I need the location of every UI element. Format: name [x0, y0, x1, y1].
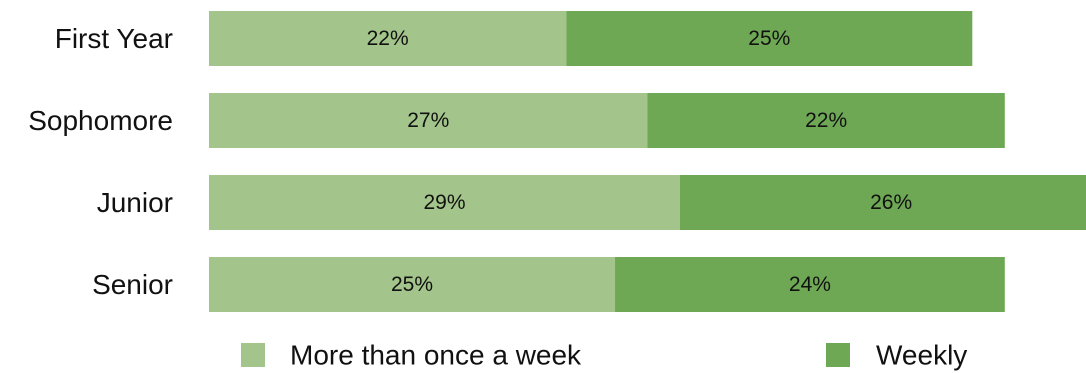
legend-swatch-more-than-once-a-week — [241, 343, 265, 367]
bar-junior-weekly — [679, 175, 1086, 230]
bar-senior-more-than-once-a-week — [209, 257, 616, 312]
data-label-sophomore-weekly: 22% — [805, 109, 847, 132]
category-label-senior: Senior — [92, 269, 173, 300]
data-label-junior-weekly: 26% — [870, 191, 912, 214]
legend-label-weekly: Weekly — [876, 340, 967, 371]
data-label-senior-more-than-once-a-week: 25% — [391, 273, 433, 296]
category-label-junior: Junior — [97, 187, 173, 218]
data-label-sophomore-more-than-once-a-week: 27% — [407, 109, 449, 132]
bar-first-year-weekly — [566, 11, 973, 66]
labels-layer: First Year 22% 25% Sophomore 27% 22% Junior 29%… — [28, 23, 912, 300]
legend-swatch-weekly — [826, 343, 850, 367]
legend-label-more-than-once-a-week: More than once a week — [290, 340, 582, 371]
bar-sophomore-more-than-once-a-week — [209, 93, 648, 148]
legend: More than once a week Weekly — [241, 340, 967, 371]
bar-first-year-more-than-once-a-week — [209, 11, 567, 66]
bar-senior-weekly — [615, 257, 1005, 312]
data-label-first-year-more-than-once-a-week: 22% — [367, 27, 409, 50]
bar-junior-more-than-once-a-week — [209, 175, 680, 230]
bars-layer — [209, 11, 1086, 312]
data-label-first-year-weekly: 25% — [748, 27, 790, 50]
bar-sophomore-weekly — [647, 93, 1005, 148]
category-label-first-year: First Year — [55, 23, 173, 54]
data-label-junior-more-than-once-a-week: 29% — [423, 191, 465, 214]
data-label-senior-weekly: 24% — [789, 273, 831, 296]
category-label-sophomore: Sophomore — [28, 105, 173, 136]
